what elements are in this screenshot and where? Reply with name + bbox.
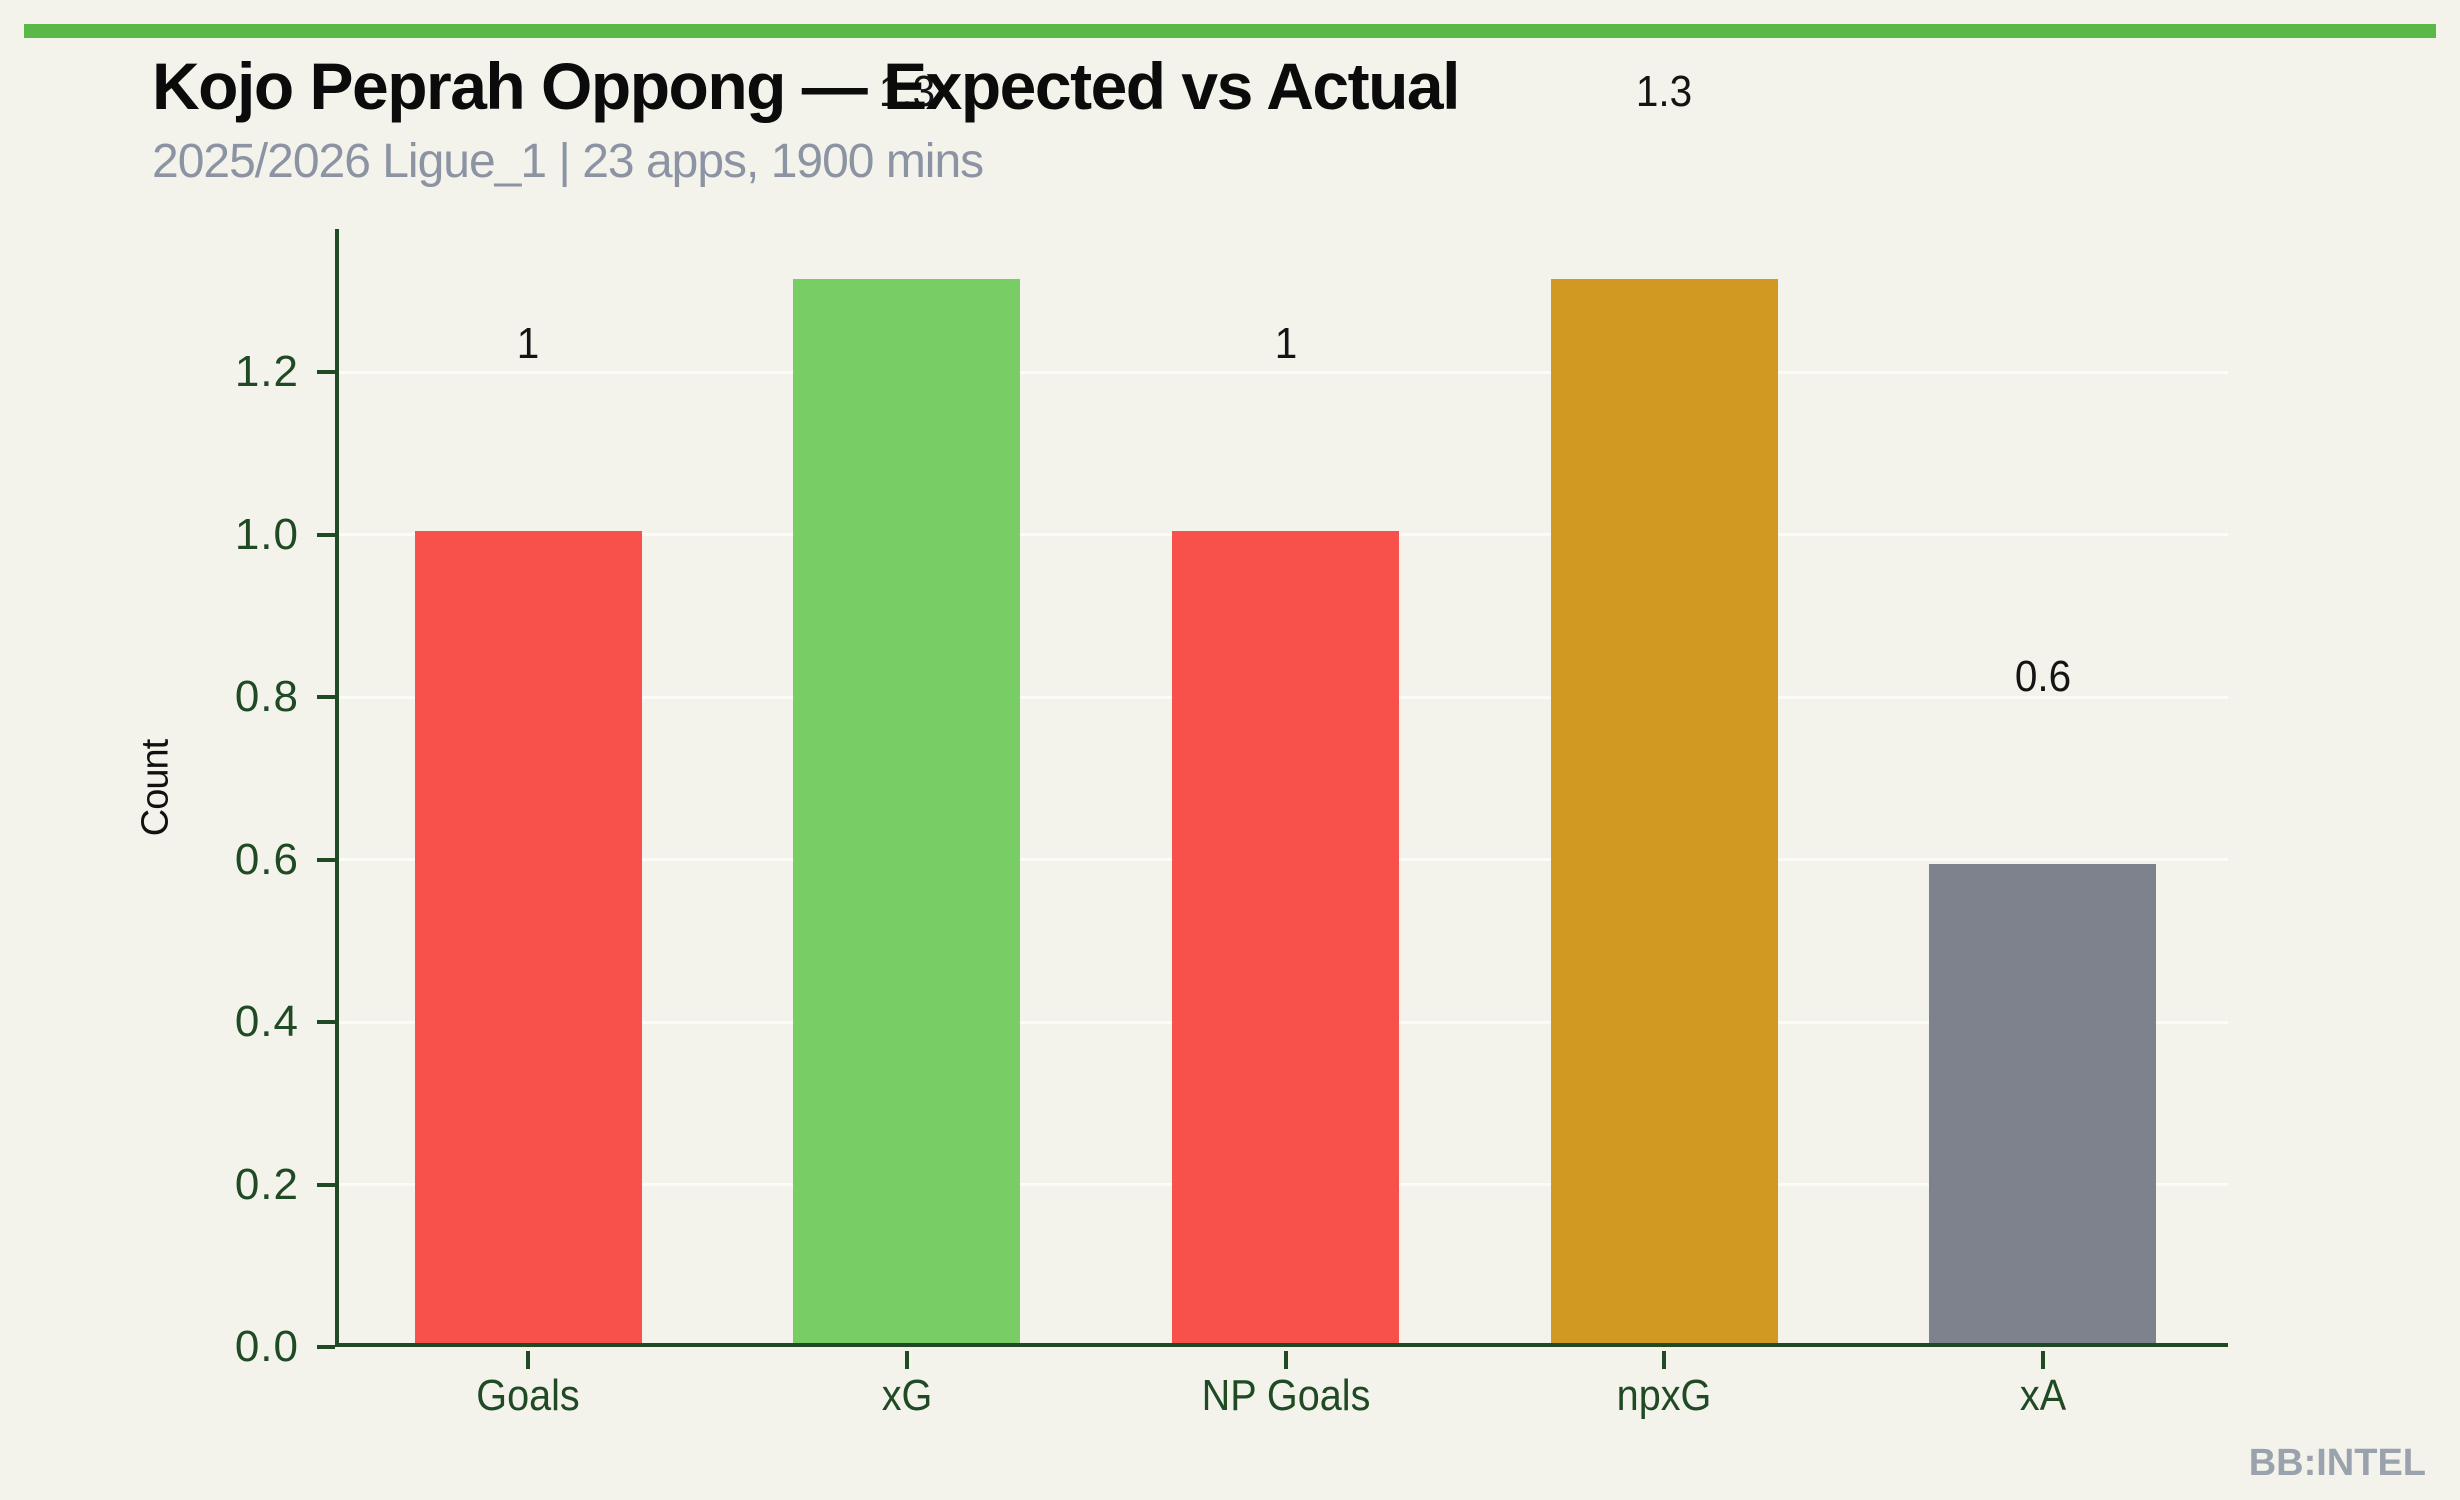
bar-value-label-npxg: 1.3	[1635, 66, 1693, 116]
y-tick-label: 0.6	[234, 834, 299, 884]
x-tick-mark	[904, 1351, 909, 1369]
bar-value-label-np-goals: 1	[1274, 318, 1297, 368]
x-tick-label-goals: Goals	[476, 1371, 581, 1420]
x-tick-label-xg: xG	[881, 1371, 933, 1420]
chart-plot-area: 0.0 0.2 0.4 0.6 0.8 1.0 1.2 Goals 1 xG 1.3 NP Goals…	[235, 67, 2228, 1420]
page-subtitle: 2025/2026 Ligue_1 | 23 apps, 1900 mins	[152, 135, 984, 188]
x-tick-mark	[2040, 1351, 2045, 1369]
bar-value-label-xa: 0.6	[2014, 651, 2071, 701]
x-tick-mark	[1662, 1351, 1667, 1369]
bar-np-goals	[1172, 530, 1399, 1343]
y-tick-mark	[317, 1020, 335, 1024]
page-title: Kojo Peprah Oppong — Expected vs Actual	[152, 49, 1460, 123]
watermark-logo: BB:INTEL	[2248, 1442, 2426, 1484]
bar-goals	[414, 530, 642, 1343]
y-tick-label: 0.2	[234, 1159, 299, 1209]
y-tick-mark	[317, 1182, 335, 1187]
y-tick-mark	[317, 370, 335, 374]
bar-value-label-goals: 1	[517, 318, 540, 368]
bar-npxg	[1550, 278, 1778, 1343]
gridline	[339, 370, 2228, 374]
y-tick-mark	[317, 857, 335, 862]
y-axis-title: Count	[134, 739, 177, 837]
top-accent-strip	[24, 24, 2436, 38]
x-tick-label-npxg: npxG	[1616, 1371, 1712, 1420]
y-tick-label: 1.2	[234, 347, 299, 396]
y-tick-mark	[317, 532, 335, 537]
y-tick-label: 1.0	[234, 509, 299, 559]
y-tick-label: 0.8	[234, 672, 299, 721]
x-tick-label-xa: xA	[2019, 1371, 2066, 1420]
y-tick-label: 0.4	[234, 997, 299, 1046]
y-tick-mark	[317, 695, 335, 699]
x-tick-mark	[1283, 1351, 1288, 1369]
x-tick-mark	[526, 1351, 531, 1369]
bar-xa	[1929, 863, 2157, 1343]
y-tick-mark	[317, 1345, 335, 1349]
y-tick-label: 0.0	[234, 1322, 299, 1371]
bar-xg	[793, 278, 1021, 1343]
x-tick-label-np-goals: NP Goals	[1201, 1371, 1370, 1420]
bar-value-label-xg: 1.3	[878, 66, 936, 116]
